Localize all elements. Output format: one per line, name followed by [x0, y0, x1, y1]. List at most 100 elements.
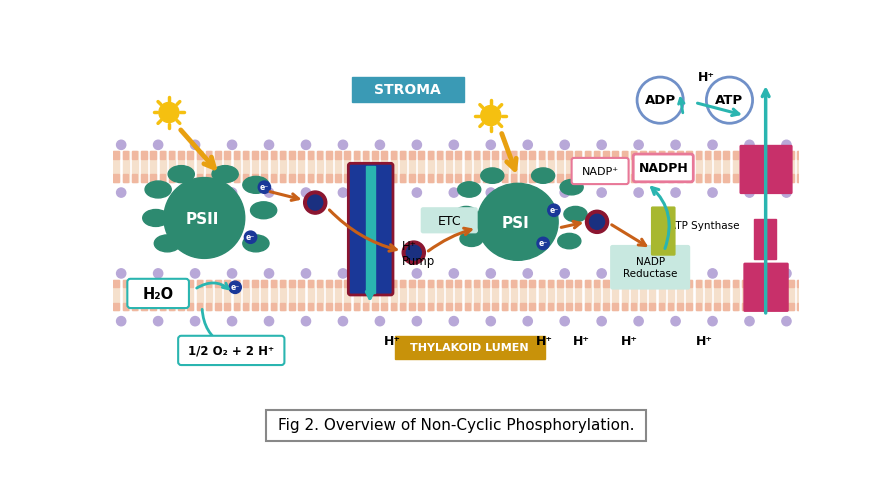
Circle shape	[449, 188, 458, 197]
Bar	[427, 151, 433, 182]
Bar	[668, 280, 674, 287]
Circle shape	[745, 317, 754, 326]
Bar	[760, 174, 765, 182]
Bar	[178, 280, 183, 287]
Bar	[797, 174, 803, 182]
Bar	[732, 303, 738, 311]
Circle shape	[302, 269, 311, 278]
Bar	[132, 303, 137, 311]
Bar	[123, 174, 128, 182]
Bar	[770, 174, 775, 182]
Text: PSI: PSI	[502, 216, 530, 231]
Bar	[298, 151, 304, 182]
Bar	[585, 280, 590, 287]
Bar	[511, 174, 516, 182]
Bar	[530, 151, 535, 182]
Bar	[289, 151, 295, 159]
Bar	[538, 151, 545, 182]
Bar	[289, 280, 295, 311]
Bar	[566, 151, 571, 159]
Bar	[483, 280, 490, 311]
Bar	[502, 151, 507, 159]
Circle shape	[376, 317, 384, 326]
Bar	[566, 174, 571, 182]
Bar	[206, 303, 212, 311]
Bar	[215, 174, 221, 182]
Circle shape	[634, 317, 643, 326]
Bar	[271, 280, 277, 311]
Text: THYLAKOID LUMEN: THYLAKOID LUMEN	[410, 343, 529, 353]
Bar	[289, 280, 295, 287]
Bar	[640, 151, 646, 182]
Bar	[724, 280, 729, 311]
Bar	[123, 151, 129, 182]
FancyBboxPatch shape	[127, 279, 189, 308]
Bar	[741, 303, 748, 311]
Text: NADP⁺: NADP⁺	[581, 167, 619, 177]
Text: H⁺: H⁺	[696, 335, 714, 348]
Circle shape	[523, 140, 532, 149]
Circle shape	[481, 106, 501, 126]
Bar	[779, 151, 784, 159]
Bar	[779, 280, 784, 287]
Bar	[594, 303, 600, 311]
Bar	[659, 303, 664, 311]
Bar	[576, 280, 581, 311]
Bar	[372, 151, 378, 182]
Circle shape	[190, 269, 199, 278]
Bar	[409, 280, 415, 311]
Bar	[215, 151, 221, 159]
Bar	[502, 303, 507, 311]
Bar	[677, 151, 683, 159]
Bar	[197, 280, 203, 311]
Bar	[400, 151, 406, 182]
Text: ETC: ETC	[437, 214, 461, 227]
Bar	[188, 280, 193, 311]
Bar	[308, 151, 313, 159]
Bar	[751, 280, 756, 287]
Bar	[271, 303, 276, 311]
Bar	[705, 303, 710, 311]
Bar	[446, 151, 451, 159]
Bar	[557, 280, 562, 287]
Bar	[224, 174, 230, 182]
FancyBboxPatch shape	[611, 245, 691, 290]
Bar	[566, 280, 571, 287]
Bar	[400, 174, 406, 182]
Bar	[741, 151, 748, 182]
Bar	[372, 280, 377, 287]
Bar	[206, 151, 212, 159]
Bar	[473, 280, 480, 287]
Bar	[456, 174, 461, 182]
Bar	[686, 151, 692, 182]
Bar	[530, 174, 535, 182]
Bar	[132, 280, 138, 311]
Circle shape	[338, 317, 348, 326]
Bar	[279, 280, 286, 311]
Bar	[631, 280, 637, 311]
Bar	[215, 280, 221, 311]
Circle shape	[376, 269, 384, 278]
Bar	[659, 151, 664, 159]
Bar	[483, 151, 490, 182]
Text: NADPH: NADPH	[638, 162, 688, 175]
Bar	[603, 280, 609, 311]
Bar	[594, 151, 600, 182]
Bar	[279, 151, 286, 159]
Bar	[465, 174, 470, 182]
Bar	[353, 151, 360, 159]
Bar	[262, 280, 267, 311]
Bar	[142, 280, 147, 287]
Circle shape	[412, 188, 422, 197]
Bar	[289, 303, 295, 311]
Bar	[409, 280, 415, 287]
Bar	[363, 280, 368, 287]
Bar	[530, 280, 535, 287]
Bar	[271, 151, 276, 159]
Bar	[409, 151, 415, 159]
Bar	[400, 280, 406, 287]
Ellipse shape	[560, 179, 583, 195]
Bar	[215, 303, 221, 311]
Circle shape	[671, 317, 680, 326]
Bar	[741, 174, 748, 182]
